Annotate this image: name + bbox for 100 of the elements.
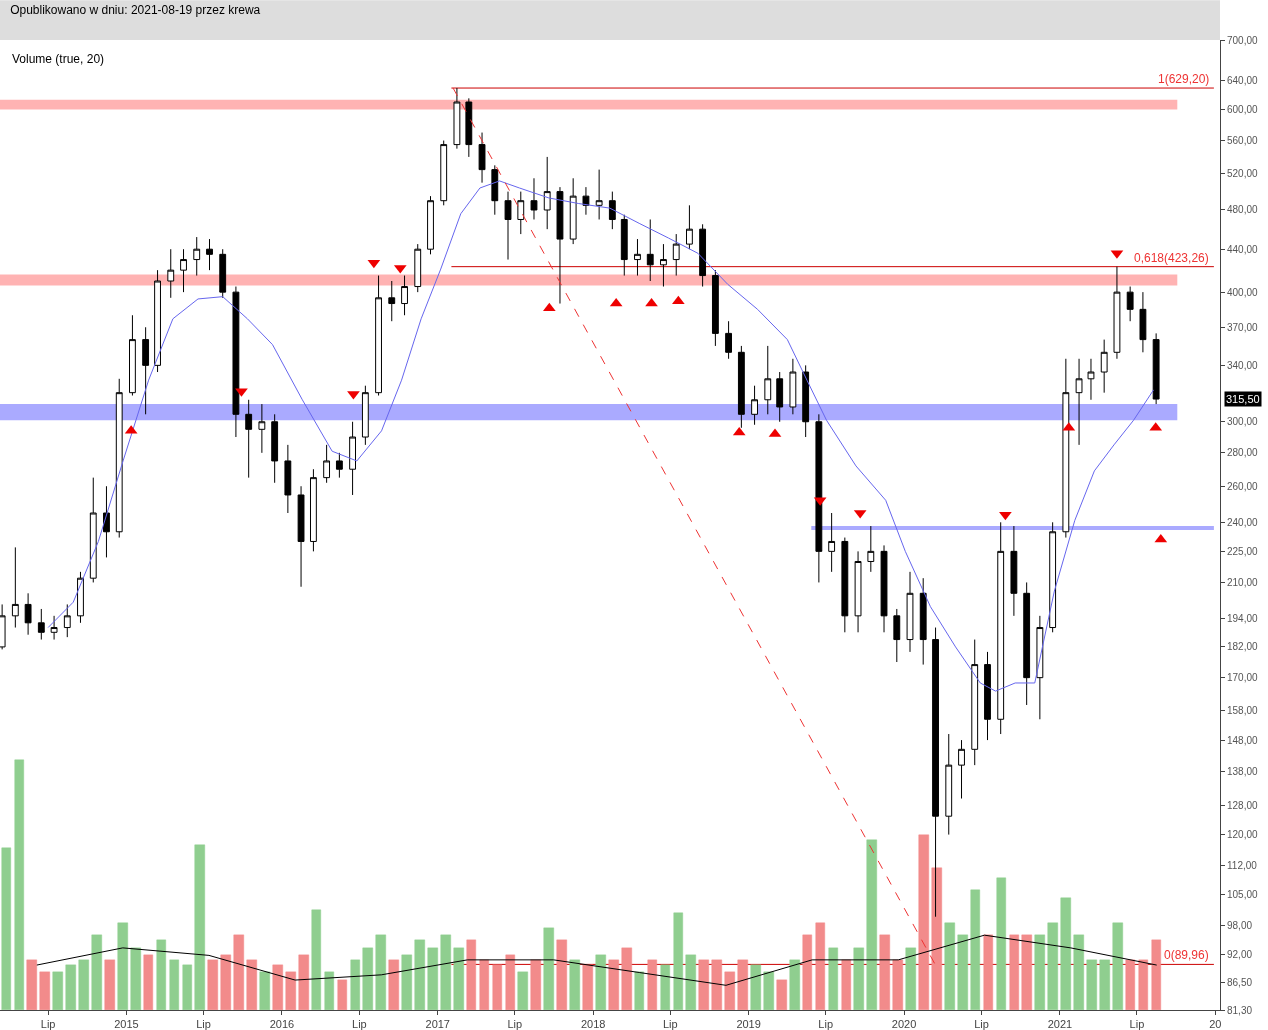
candlestick: [841, 537, 849, 633]
candlestick: [206, 238, 213, 271]
x-tick-label: 2016: [269, 1018, 295, 1030]
bar: [194, 844, 205, 1010]
bar: [272, 964, 283, 1010]
chart-title: Opublikowano w dniu: 2021-08-19 przez krewa: [10, 2, 261, 17]
bar: [311, 909, 321, 1010]
x-tick-label: 20: [1209, 1018, 1222, 1030]
candlestick: [945, 733, 953, 836]
bar: [324, 971, 334, 1010]
y-tick-label: 158,00: [1227, 705, 1259, 717]
bar: [220, 954, 231, 1010]
bar: [595, 954, 606, 1010]
candlestick: [530, 177, 538, 220]
ref-line-label: 1(629,20): [1158, 72, 1210, 86]
y-tick-label: 225,00: [1227, 545, 1259, 557]
candlestick: [1010, 525, 1018, 617]
candlestick: [77, 571, 84, 624]
y-tick-label: 440,00: [1227, 243, 1259, 255]
candlestick: [1023, 581, 1031, 706]
candlestick: [595, 169, 603, 220]
bar: [143, 954, 153, 1010]
bar: [440, 934, 451, 1010]
bar: [569, 959, 580, 1010]
bar: [130, 947, 141, 1010]
candlestick: [672, 233, 680, 277]
y-tick-label: 210,00: [1227, 576, 1259, 588]
candlestick: [440, 140, 448, 206]
y-tick-label: 98,00: [1227, 920, 1253, 932]
bar: [1073, 934, 1084, 1010]
y-tick-label: 148,00: [1227, 734, 1259, 746]
y-tick-label: 138,00: [1227, 766, 1259, 778]
bar: [1009, 934, 1019, 1010]
candlestick: [258, 403, 266, 454]
candlestick: [154, 269, 161, 373]
candlestick: [89, 477, 97, 583]
candlestick: [1126, 286, 1134, 322]
bar: [853, 947, 864, 1010]
candlestick: [919, 577, 927, 666]
bar: [1047, 922, 1058, 1010]
bar: [1060, 897, 1071, 1010]
bar: [1138, 959, 1148, 1010]
bar: [466, 939, 476, 1010]
y-tick-label: 370,00: [1227, 321, 1259, 333]
bar: [983, 934, 993, 1010]
candlestick: [323, 444, 331, 484]
candlestick: [620, 214, 628, 277]
candlestick: [893, 608, 901, 663]
bar: [996, 877, 1006, 1010]
y-tick-label: 560,00: [1227, 135, 1259, 147]
candlestick: [349, 421, 357, 496]
y-tick-label: 105,00: [1227, 889, 1259, 901]
bar: [285, 971, 296, 1010]
bar: [789, 959, 800, 1010]
y-tick-label: 480,00: [1227, 204, 1259, 216]
y-tick-label: 520,00: [1227, 168, 1259, 180]
bar: [259, 971, 270, 1010]
bar: [957, 934, 968, 1010]
candlestick: [427, 195, 434, 255]
candlestick: [737, 345, 745, 429]
y-tick-label: 240,00: [1227, 516, 1259, 528]
candlestick: [634, 238, 641, 277]
candlestick: [504, 191, 512, 261]
bar: [453, 947, 464, 1010]
candlestick: [271, 413, 279, 484]
y-tick-label: 92,00: [1227, 948, 1253, 960]
candlestick: [245, 399, 253, 479]
bar: [530, 959, 541, 1010]
bar: [233, 934, 244, 1010]
ref-line-label: 0(89,96): [1164, 948, 1209, 962]
bar: [750, 964, 761, 1010]
candlestick: [1139, 291, 1147, 353]
y-tick-label: 112,00: [1227, 860, 1258, 872]
candlestick: [789, 358, 797, 415]
candlestick: [556, 186, 564, 305]
candlestick: [582, 186, 590, 216]
bar: [556, 939, 567, 1010]
candlestick: [958, 739, 965, 800]
x-tick-label: Lip: [1129, 1018, 1145, 1030]
x-tick-label: 2021: [1047, 1018, 1073, 1030]
candlestick: [828, 512, 836, 573]
bar: [117, 922, 128, 1010]
candlestick: [776, 371, 784, 423]
bar: [944, 922, 955, 1010]
candlestick: [802, 364, 810, 438]
bar: [673, 912, 683, 1010]
candlestick: [971, 639, 979, 766]
candlestick: [699, 223, 707, 288]
bar: [401, 954, 412, 1010]
bar: [350, 959, 360, 1010]
candlestick: [63, 603, 71, 638]
bar: [841, 959, 851, 1010]
candlestick: [309, 468, 317, 552]
bar: [1021, 934, 1032, 1010]
candlestick: [375, 275, 382, 396]
candlestick: [997, 521, 1005, 735]
bar: [737, 959, 748, 1010]
bar: [802, 934, 812, 1010]
bar: [78, 959, 89, 1010]
bar: [479, 959, 489, 1010]
